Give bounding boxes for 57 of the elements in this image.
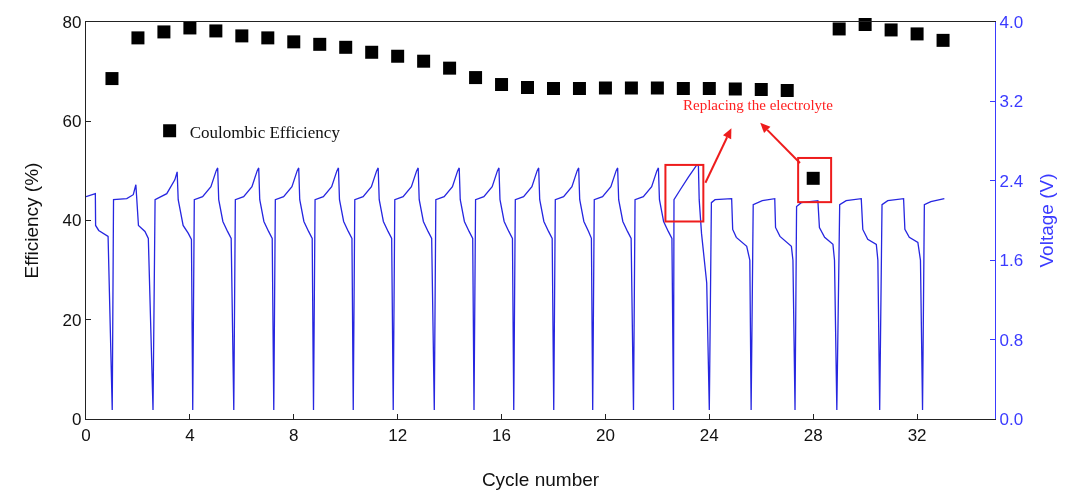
point xyxy=(650,81,664,95)
y-tick-label: 60 xyxy=(62,112,82,132)
point xyxy=(235,29,249,43)
point xyxy=(884,23,898,37)
y-axis-title: Efficiency (%) xyxy=(20,162,42,279)
point xyxy=(313,37,327,51)
x-tick-label: 20 xyxy=(595,425,615,445)
point xyxy=(572,82,586,95)
point xyxy=(832,22,846,36)
x-tick-label: 32 xyxy=(907,425,927,445)
x-tick-label: 4 xyxy=(185,425,195,445)
y-tick-label: 80 xyxy=(62,12,82,32)
point xyxy=(702,82,716,95)
y2-tick-label: 4.0 xyxy=(999,12,1024,32)
point xyxy=(391,49,405,63)
x-tick-label: 8 xyxy=(289,425,299,445)
point xyxy=(131,31,145,45)
point xyxy=(183,21,197,35)
point xyxy=(676,82,690,95)
point xyxy=(287,35,301,49)
point xyxy=(780,83,794,97)
line-series xyxy=(86,164,946,411)
annotation: Replacing the electrolyte xyxy=(683,97,834,113)
point xyxy=(469,71,483,85)
point xyxy=(365,45,379,59)
x-axis-title: Cycle number xyxy=(481,469,600,491)
x-tick-label: 24 xyxy=(699,425,719,445)
point xyxy=(754,82,768,96)
y2-tick-label: 0.8 xyxy=(999,330,1024,350)
point xyxy=(858,17,872,31)
point xyxy=(728,82,742,96)
y2-axis-title: Voltage (V) xyxy=(1035,173,1057,268)
y2-tick-label: 1.6 xyxy=(999,251,1024,271)
point xyxy=(546,82,560,95)
point xyxy=(105,72,119,86)
point xyxy=(495,78,509,92)
point xyxy=(443,61,457,75)
y2-tick-label: 2.4 xyxy=(999,171,1024,191)
x-tick-label: 28 xyxy=(803,425,823,445)
point xyxy=(209,24,223,38)
point xyxy=(910,27,924,41)
point xyxy=(936,33,950,47)
point xyxy=(339,40,353,54)
y2-tick-label: 0.0 xyxy=(999,409,1024,429)
point xyxy=(521,81,535,95)
y-tick-label: 40 xyxy=(62,211,82,231)
point xyxy=(598,81,612,95)
x-tick-label: 12 xyxy=(388,425,408,445)
y-tick-label: 0 xyxy=(71,409,82,429)
point xyxy=(261,31,275,45)
point xyxy=(624,81,638,95)
point xyxy=(417,54,431,68)
y-tick-label: 20 xyxy=(62,310,82,330)
point xyxy=(157,25,171,39)
y2-tick-label: 3.2 xyxy=(999,92,1024,112)
x-tick-label: 16 xyxy=(492,425,511,445)
legend-label: Coulombic Efficiency xyxy=(189,122,341,142)
